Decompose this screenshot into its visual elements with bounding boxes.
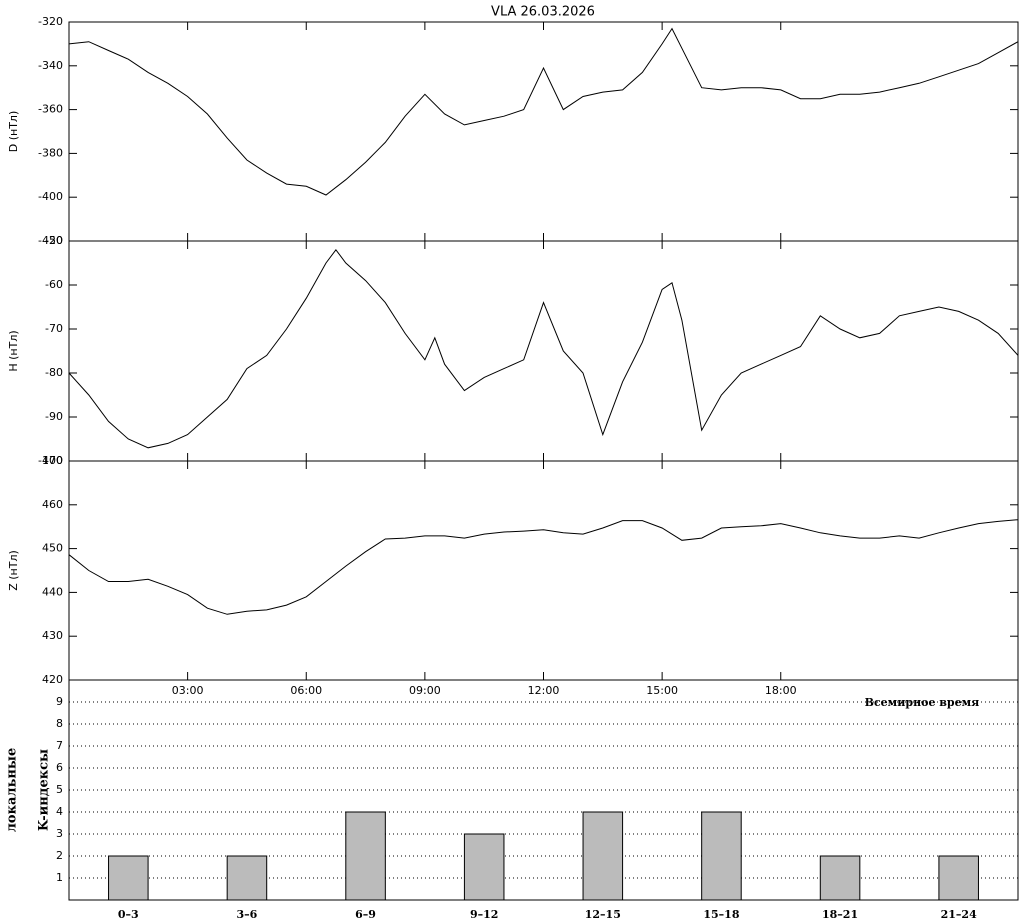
y-tick-label: 420 [42,673,63,686]
y-tick-label: 7 [56,739,63,752]
x-tick-label: 15:00 [646,684,678,697]
y-axis-label: D (нТл) [7,111,20,153]
x-tick-label: 18:00 [765,684,797,697]
bar [582,811,624,901]
x-axis-label: Всемирное время [865,696,980,709]
x-tick-label: 12:00 [528,684,560,697]
y-tick-label: 470 [42,454,63,467]
y-tick-label: -70 [45,322,63,335]
y-tick-label: 1 [56,871,63,884]
data-line [68,27,1019,196]
bar [701,811,742,901]
y-tick-label: -340 [38,59,63,72]
bar [226,855,268,901]
y-tick-label: -360 [38,103,63,116]
data-line [68,519,1019,615]
y-tick-label: -380 [38,146,63,159]
y-tick-label: 3 [56,827,63,840]
y-tick-label: -400 [38,190,63,203]
y-tick-label: -420 [38,234,63,247]
x-tick-label: 12–15 [585,908,621,921]
panel-frame [68,240,1019,462]
y-tick-label: 450 [42,542,63,555]
x-tick-label: 9–12 [470,908,498,921]
x-tick-label: 3–6 [237,908,258,921]
y-axis-label: H (нТл) [7,330,20,371]
y-tick-label: 430 [42,629,63,642]
y-tick-label: -90 [45,410,63,423]
x-tick-label: 06:00 [290,684,322,697]
bar [108,855,149,901]
y-tick-label: -50 [45,234,63,247]
y-tick-label: -60 [45,278,63,291]
y-axis-label: локальные [5,748,20,832]
x-tick-label: 21–24 [941,908,977,921]
bar [938,855,979,901]
data-line [68,248,1019,449]
bar [345,811,386,901]
panel-frame [68,679,1019,901]
chart-title: VLA 26.03.2026 [491,5,595,20]
y-tick-label: 440 [42,585,63,598]
y-tick-label: 460 [42,498,63,511]
y-axis-label: Z (нТл) [7,550,20,591]
y-tick-label: -320 [38,15,63,28]
y-tick-label: 8 [56,717,63,730]
x-tick-label: 6–9 [355,908,376,921]
y-axis-label: K-индексы [37,749,52,831]
panel-frame [68,460,1019,681]
y-tick-label: 6 [56,761,63,774]
bar [463,833,505,901]
y-tick-label: -100 [38,454,63,467]
y-tick-label: 4 [56,805,63,818]
bar [819,855,861,901]
y-tick-label: 5 [56,783,63,796]
panel-frame [68,21,1019,242]
x-tick-label: 03:00 [172,684,204,697]
x-tick-label: 18–21 [822,908,858,921]
y-tick-label: -80 [45,366,63,379]
x-tick-label: 09:00 [409,684,441,697]
y-tick-label: 2 [56,849,63,862]
x-tick-label: 15–18 [703,908,739,921]
x-tick-label: 0–3 [118,908,139,921]
y-tick-label: 9 [56,695,63,708]
